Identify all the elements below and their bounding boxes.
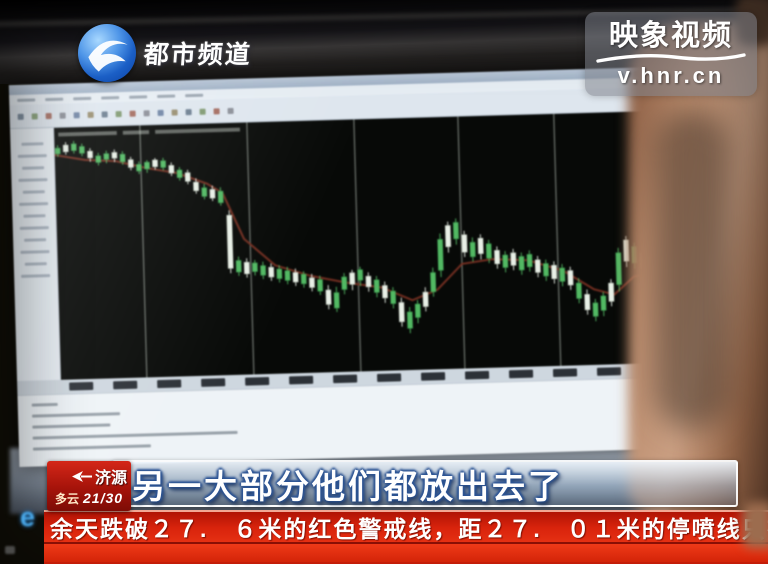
- photo-speck: [5, 546, 15, 554]
- decor-mark: [21, 274, 51, 278]
- decor-mark: [596, 367, 622, 376]
- decor-mark: [333, 374, 358, 384]
- news-ticker: 余天跌破２７. ６米的红色警戒线，距２７. ０１米的停喷线只有: [44, 510, 768, 564]
- weather-badge: 济源 多云 21/30: [47, 461, 131, 511]
- decor-mark: [508, 369, 534, 379]
- decor-mark: [21, 166, 44, 170]
- decor-mark: [157, 109, 164, 116]
- decor-mark: [59, 112, 66, 119]
- decor-mark: [185, 108, 192, 115]
- decor-mark: [115, 110, 122, 117]
- channel-name: 都市频道: [142, 41, 253, 69]
- decor-mark: [129, 94, 148, 99]
- decor-mark: [185, 93, 204, 97]
- decor-mark: [113, 380, 138, 390]
- arrow-icon: [71, 470, 92, 482]
- decor-mark: [22, 214, 45, 218]
- market-watch-panel: [10, 127, 62, 382]
- app-content: [10, 110, 667, 382]
- decor-mark: [18, 178, 48, 182]
- decor-mark: [73, 96, 92, 100]
- watermark-url: v.hnr.cn: [617, 63, 725, 88]
- decor-mark: [201, 378, 226, 387]
- decor-mark: [552, 368, 578, 378]
- decor-mark: [22, 190, 45, 194]
- decor-mark: [32, 423, 111, 429]
- channel-logo: 都市频道: [78, 24, 253, 82]
- decor-mark: [199, 108, 206, 115]
- decor-mark: [377, 373, 402, 382]
- decor-mark: [17, 97, 36, 102]
- decor-mark: [17, 113, 24, 120]
- person-arm-edge: [742, 502, 768, 548]
- badge-city: 济源: [94, 470, 127, 487]
- decor-mark: [31, 112, 38, 120]
- decor-mark: [101, 95, 120, 100]
- watermark-swoosh-icon: [596, 53, 746, 63]
- decor-mark: [143, 109, 150, 116]
- decor-mark: [17, 154, 47, 158]
- decor-mark: [73, 111, 80, 118]
- decor-mark: [213, 107, 220, 114]
- decor-mark: [20, 250, 50, 254]
- badge-temperature: 21/30: [83, 490, 124, 506]
- decor-mark: [69, 381, 94, 391]
- decor-mark: [245, 376, 270, 386]
- decor-mark: [32, 444, 151, 451]
- decor-mark: [32, 430, 238, 440]
- decor-mark: [157, 379, 182, 389]
- decor-mark: [32, 412, 121, 418]
- decor-mark: [20, 142, 43, 146]
- decor-mark: [227, 107, 234, 114]
- decor-mark: [31, 402, 58, 407]
- watermark-title: 映象视频: [608, 20, 733, 52]
- decor-mark: [45, 97, 64, 101]
- channel-globe-icon: [78, 24, 136, 82]
- ticker-text: 余天跌破２７. ６米的红色警戒线，距２７. ０１米的停喷线只有: [44, 512, 768, 544]
- decor-mark: [19, 226, 49, 230]
- decor-mark: [171, 108, 178, 116]
- decor-mark: [420, 372, 446, 381]
- trading-app-window: [8, 66, 670, 468]
- station-watermark: 映象视频 v.hnr.cn: [585, 12, 757, 96]
- subtitle-text: 另一大部分他们都放出去了: [132, 467, 564, 505]
- decor-mark: [129, 110, 136, 117]
- candlestick-chart: [54, 110, 667, 380]
- desktop-e-icon: e: [20, 502, 36, 532]
- decor-mark: [464, 370, 490, 380]
- decor-mark: [87, 111, 94, 118]
- decor-mark: [101, 110, 108, 118]
- candle-chart-svg: [54, 110, 667, 380]
- badge-weather: 多云: [55, 492, 80, 506]
- decor-mark: [45, 112, 52, 119]
- ticker-bottom-strip: [44, 544, 768, 562]
- decor-mark: [157, 94, 176, 98]
- decor-mark: [24, 262, 47, 266]
- subtitle-bar: 另一大部分他们都放出去了: [112, 460, 738, 507]
- decor-mark: [289, 375, 314, 385]
- decor-mark: [23, 238, 46, 242]
- person-arm-shadow: [655, 110, 729, 430]
- decor-mark: [19, 202, 49, 206]
